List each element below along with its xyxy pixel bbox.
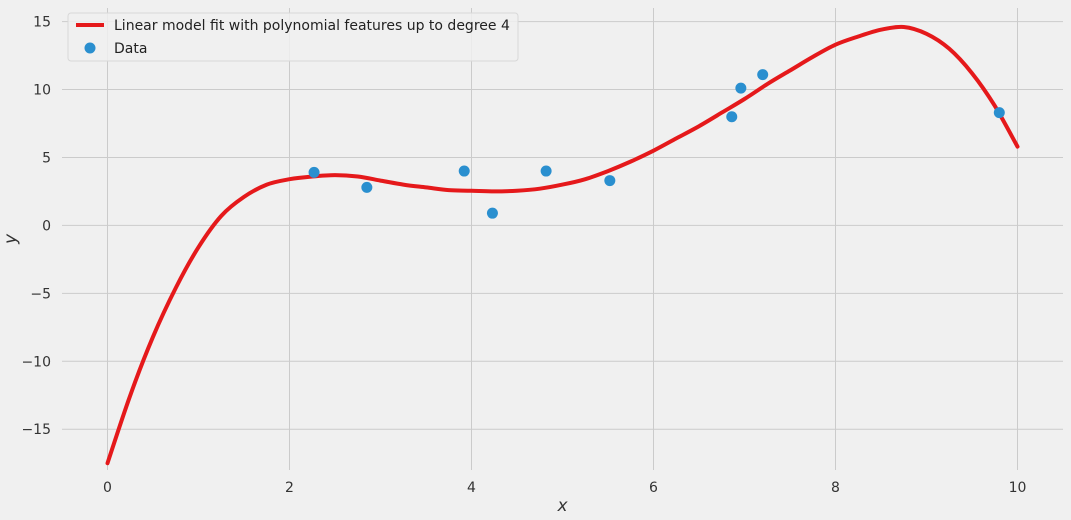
data-point: [735, 82, 747, 94]
grid: [62, 8, 1063, 470]
data-point: [458, 165, 470, 177]
data-point: [604, 175, 616, 187]
legend-line-label: Linear model fit with polynomial feature…: [114, 18, 510, 34]
legend-box: [67, 12, 519, 62]
x-axis-label: x: [556, 496, 568, 516]
legend: Linear model fit with polynomial feature…: [67, 12, 519, 62]
x-tick-label: 4: [467, 480, 476, 496]
x-tick-label: 10: [1009, 480, 1027, 496]
y-tick-label: 0: [42, 218, 51, 234]
x-tick-label: 0: [103, 480, 112, 496]
legend-point-swatch: [84, 42, 96, 54]
y-tick-label: −10: [21, 354, 51, 370]
axis-ticks: 0 2 4 6 8 10 −15 −10 −5 0 5 10 15: [21, 15, 1026, 496]
data-point: [540, 165, 552, 177]
plot-area: [105, 24, 1020, 466]
y-tick-label: 10: [33, 83, 51, 99]
data-point: [486, 207, 498, 219]
y-tick-label: 5: [42, 150, 51, 166]
data-point: [308, 166, 320, 178]
x-tick-label: 2: [285, 480, 294, 496]
fit-line: [105, 24, 1020, 466]
data-point: [757, 69, 769, 81]
y-tick-label: −5: [30, 286, 51, 302]
data-point: [993, 107, 1005, 119]
data-point: [361, 181, 373, 193]
y-axis-label: y: [1, 233, 21, 245]
data-point: [726, 111, 738, 123]
legend-point-label: Data: [114, 41, 147, 57]
y-tick-label: −15: [21, 422, 51, 438]
x-tick-label: 8: [831, 480, 840, 496]
y-tick-label: 15: [33, 15, 51, 31]
x-tick-label: 6: [649, 480, 658, 496]
